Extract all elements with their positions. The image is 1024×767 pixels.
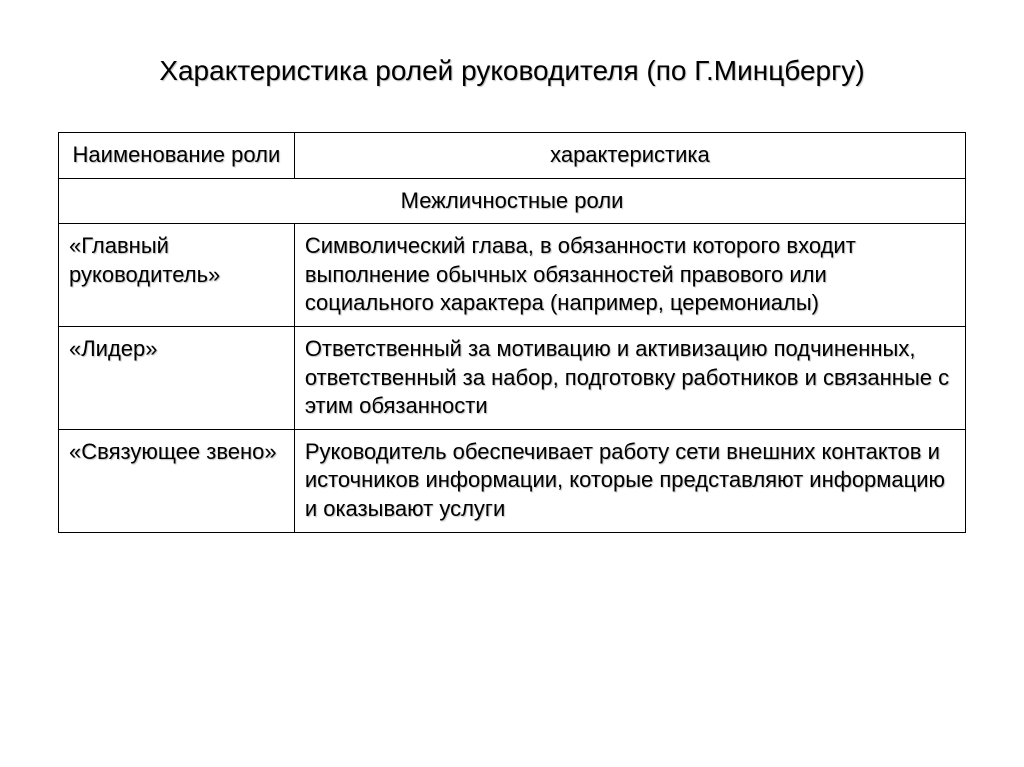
role-name: «Главный руководитель» <box>59 224 295 327</box>
col-header-desc: характеристика <box>294 133 965 179</box>
section-label: Межличностные роли <box>59 178 966 224</box>
table-row: «Лидер» Ответственный за мотивацию и акт… <box>59 326 966 429</box>
slide-container: Характеристика ролей руководителя (по Г.… <box>0 0 1024 767</box>
role-name: «Связующее звено» <box>59 429 295 532</box>
role-name: «Лидер» <box>59 326 295 429</box>
role-desc: Руководитель обеспечивает работу сети вн… <box>294 429 965 532</box>
role-desc: Символический глава, в обязанности котор… <box>294 224 965 327</box>
slide-title: Характеристика ролей руководителя (по Г.… <box>58 55 966 87</box>
roles-table: Наименование роли характеристика Межличн… <box>58 132 966 533</box>
role-desc: Ответственный за мотивацию и активизацию… <box>294 326 965 429</box>
table-header-row: Наименование роли характеристика <box>59 133 966 179</box>
table-section-row: Межличностные роли <box>59 178 966 224</box>
table-row: «Связующее звено» Руководитель обеспечив… <box>59 429 966 532</box>
table-row: «Главный руководитель» Символический гла… <box>59 224 966 327</box>
col-header-name: Наименование роли <box>59 133 295 179</box>
